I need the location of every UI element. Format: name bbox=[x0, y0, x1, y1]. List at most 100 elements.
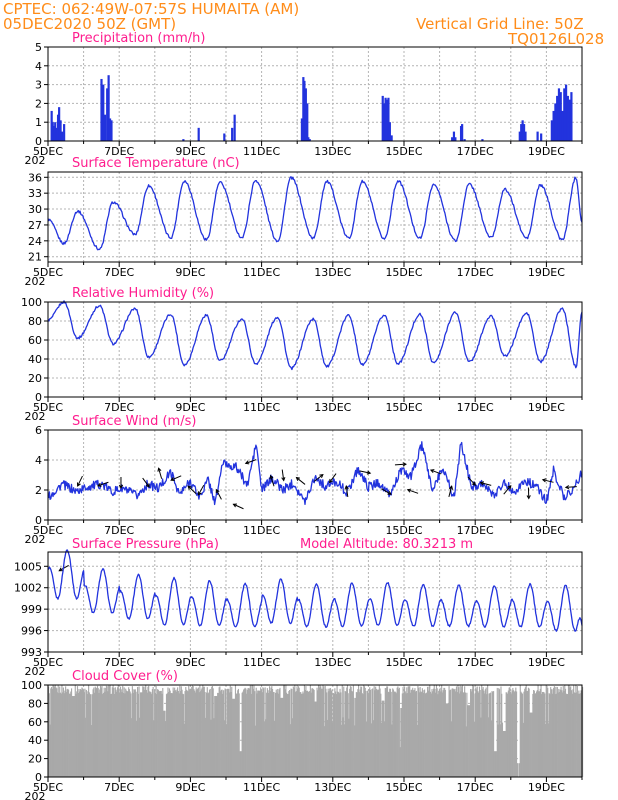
precip-bar bbox=[451, 137, 454, 141]
x-tick-label: 9DEC bbox=[175, 524, 205, 537]
y-tick-label: 33 bbox=[28, 187, 42, 200]
cloud-bar bbox=[412, 690, 415, 777]
x-tick-label: 13DEC bbox=[314, 266, 351, 279]
cloud-bar bbox=[48, 693, 50, 777]
cloud-bar bbox=[205, 717, 207, 777]
cloud-bar bbox=[487, 685, 489, 777]
cloud-bar bbox=[100, 687, 102, 777]
cloud-bar bbox=[520, 691, 522, 777]
cloud-bar bbox=[384, 688, 386, 777]
x-tick-label: 5DEC bbox=[33, 656, 63, 669]
cloud-bar bbox=[394, 691, 396, 777]
station-header: CPTEC: 062:49W-07:57S HUMAITA (AM) bbox=[3, 0, 300, 18]
precip-bar bbox=[520, 124, 523, 141]
cloud-bar bbox=[271, 689, 274, 777]
cloud-bar bbox=[256, 693, 258, 777]
cloud-bar bbox=[181, 689, 183, 777]
cloud-bar bbox=[106, 686, 108, 777]
cloud-bar bbox=[414, 688, 416, 777]
cloud-bar bbox=[497, 724, 499, 777]
cloud-bar bbox=[547, 723, 550, 777]
cloud-bar bbox=[198, 692, 200, 777]
cloud-bar bbox=[297, 688, 299, 777]
cloud-bar bbox=[222, 693, 224, 777]
cloud-bar bbox=[565, 693, 567, 777]
cloud-bar bbox=[530, 712, 532, 777]
cloud-bar bbox=[321, 688, 323, 777]
cloud-bar bbox=[309, 685, 311, 777]
cloud-bar bbox=[353, 697, 355, 777]
precip-bar bbox=[103, 114, 107, 141]
wind-arrow bbox=[359, 470, 372, 475]
cloud-bar bbox=[209, 688, 211, 777]
cloud-bar bbox=[293, 687, 295, 777]
cloud-bar bbox=[569, 687, 571, 777]
cloud-bar bbox=[203, 686, 205, 777]
cloud-bar bbox=[113, 687, 115, 777]
cloud-bar bbox=[579, 693, 581, 777]
cloud-bar bbox=[264, 687, 266, 777]
wind-arrow-head bbox=[215, 488, 220, 494]
y-tick-label: 36 bbox=[28, 171, 42, 184]
cloud-bar bbox=[77, 693, 79, 777]
panel-1: 0 1 2 3 4 5 5DEC 7DEC 9DEC 11DEC 13DEC 15DEC 17DEC 19… bbox=[25, 31, 583, 167]
precip-bar bbox=[550, 120, 553, 141]
cloud-bar bbox=[229, 685, 231, 777]
wind-arrow-shaft bbox=[97, 481, 109, 487]
cloud-bar bbox=[390, 691, 392, 777]
cloud-bar bbox=[244, 687, 246, 777]
wind-arrow bbox=[142, 477, 150, 488]
wind-arrow bbox=[503, 484, 512, 495]
cloud-bar bbox=[490, 692, 492, 777]
wind-arrow-head bbox=[429, 469, 435, 474]
cloud-bar bbox=[308, 691, 310, 777]
wind-arrow-head bbox=[471, 481, 477, 486]
cloud-bar bbox=[234, 698, 236, 777]
cloud-bar bbox=[443, 687, 445, 777]
cloud-bar bbox=[180, 691, 182, 777]
cloud-bar bbox=[278, 689, 280, 777]
wind-arrow-shaft bbox=[345, 485, 349, 498]
cloud-bar bbox=[400, 708, 402, 777]
cloud-bar bbox=[392, 688, 394, 777]
cloud-bar bbox=[265, 719, 267, 777]
cloud-bar bbox=[199, 685, 201, 777]
x-tick-label: 13DEC bbox=[314, 781, 351, 794]
cloud-bar bbox=[453, 689, 455, 777]
cloud-bar bbox=[168, 688, 171, 777]
cloud-bar bbox=[173, 690, 175, 777]
y-tick-label: 60 bbox=[28, 334, 42, 347]
cloud-bar bbox=[571, 693, 573, 777]
cloud-bar bbox=[439, 687, 441, 777]
cloud-bar bbox=[48, 686, 50, 777]
cloud-bar bbox=[292, 718, 294, 777]
cloud-bar bbox=[191, 685, 194, 777]
x-year-label: 202 bbox=[25, 533, 46, 546]
cloud-bar bbox=[339, 688, 341, 777]
cloud-bar bbox=[307, 691, 309, 777]
cloud-bar bbox=[360, 686, 363, 777]
cloud-bar bbox=[483, 690, 485, 777]
cloud-bar bbox=[416, 724, 418, 777]
x-tick-label: 17DEC bbox=[457, 266, 494, 279]
wind-arrow-head bbox=[96, 482, 102, 487]
cloud-bar bbox=[431, 689, 433, 777]
cloud-bar bbox=[494, 751, 496, 777]
cloud-bar bbox=[189, 688, 191, 777]
cloud-bar bbox=[342, 717, 344, 777]
cloud-bar bbox=[433, 685, 435, 777]
cloud-bar bbox=[373, 686, 375, 777]
precip-bar bbox=[481, 139, 484, 141]
cloud-bar bbox=[294, 685, 296, 777]
cloud-bar bbox=[522, 722, 524, 777]
cloud-bar bbox=[375, 686, 377, 777]
cloud-bar bbox=[492, 692, 494, 777]
cloud-bar bbox=[125, 688, 127, 777]
cloud-bar bbox=[481, 689, 484, 777]
x-tick-label: 13DEC bbox=[314, 656, 351, 669]
cloud-bar bbox=[379, 688, 381, 777]
cloud-bar bbox=[298, 687, 300, 777]
cloud-bar bbox=[429, 685, 431, 777]
x-tick-label: 7DEC bbox=[104, 656, 134, 669]
x-year-label: 202 bbox=[25, 790, 46, 800]
